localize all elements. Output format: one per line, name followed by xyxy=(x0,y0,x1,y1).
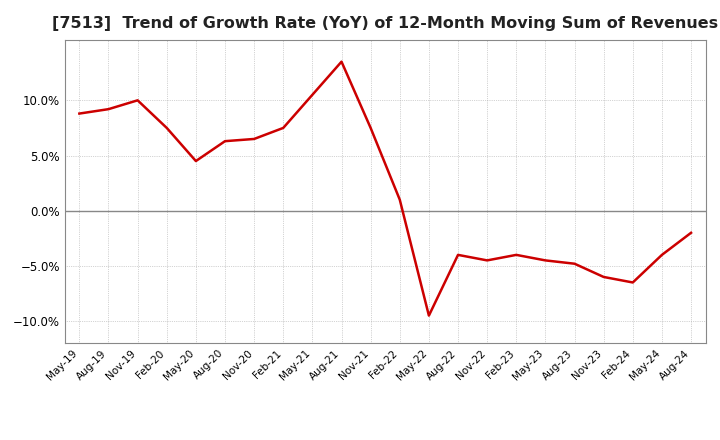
Title: [7513]  Trend of Growth Rate (YoY) of 12-Month Moving Sum of Revenues: [7513] Trend of Growth Rate (YoY) of 12-… xyxy=(52,16,719,32)
